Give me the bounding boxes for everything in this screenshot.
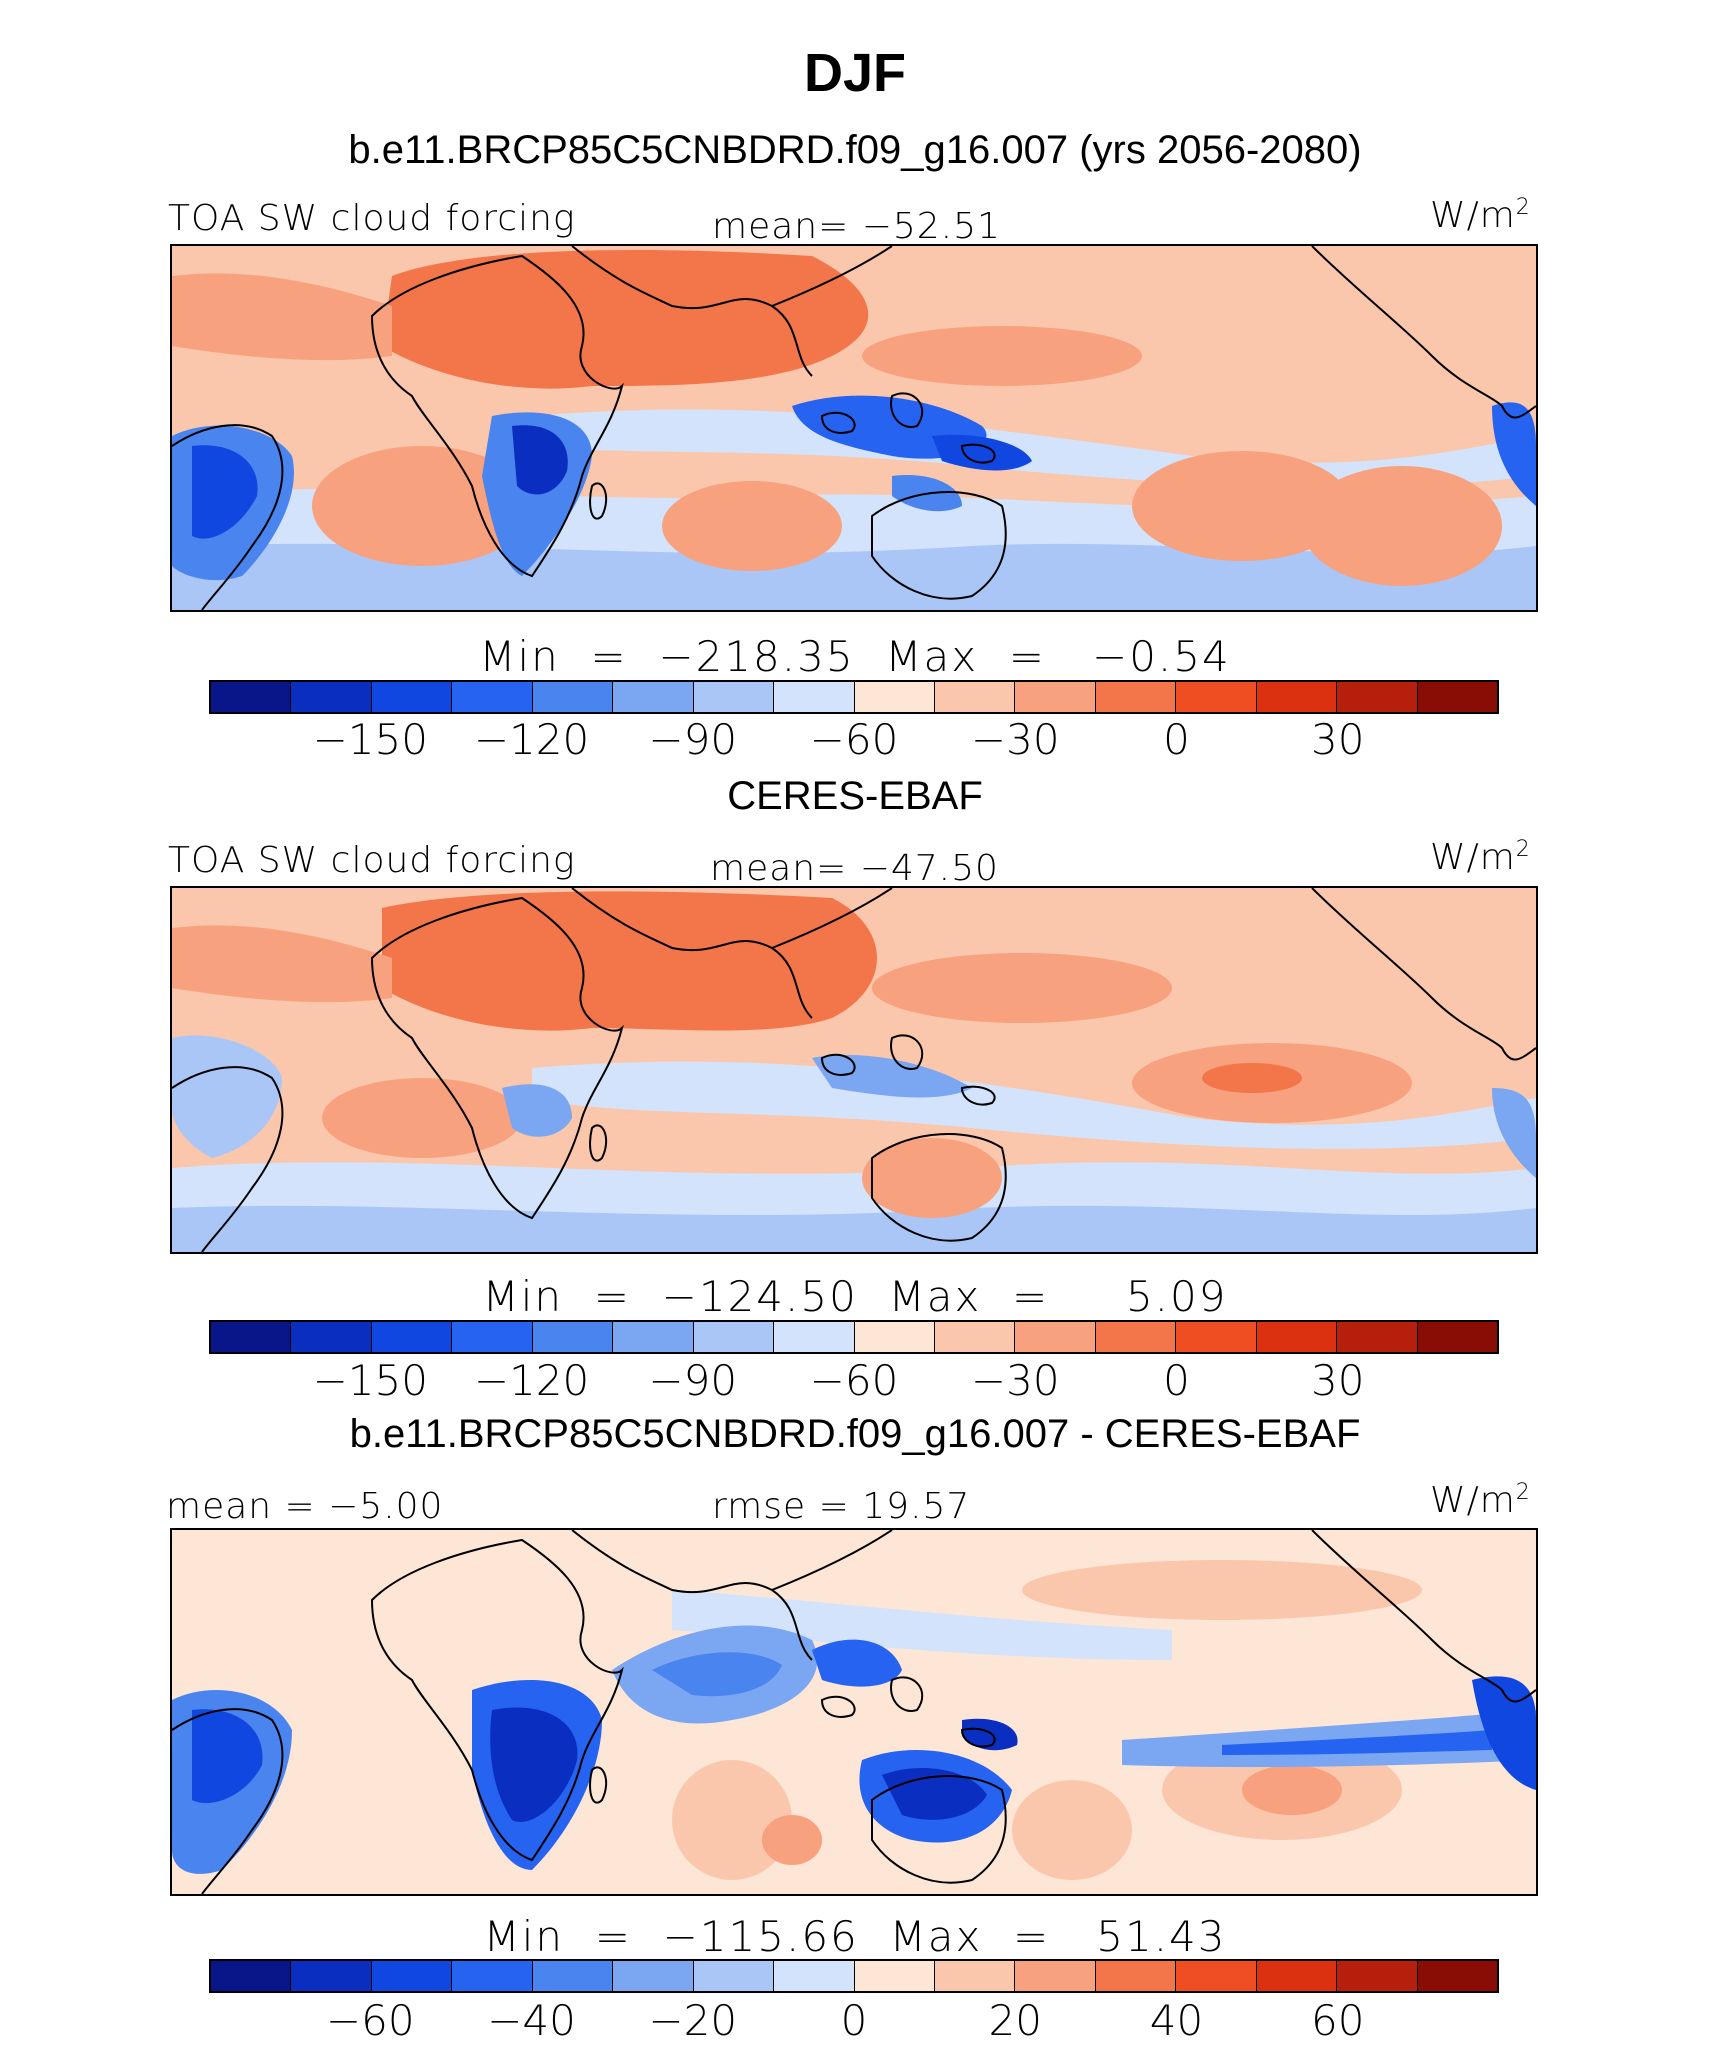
colorbar-swatch: [854, 682, 935, 712]
colorbar-swatch: [532, 1961, 614, 1991]
panel-2-units-label: W/m2: [1430, 837, 1531, 878]
colorbar-swatch: [854, 1322, 935, 1352]
colorbar-swatch: [1256, 1961, 1338, 1991]
panel-3-colorbar-ticks: −60 −40 −20 0 20 40 60: [209, 1996, 1499, 2046]
colorbar-swatch: [1417, 682, 1497, 712]
panel-1-map: [170, 244, 1538, 612]
colorbar-swatch: [371, 1322, 453, 1352]
colorbar-swatch: [613, 1961, 694, 1991]
colorbar-swatch: [291, 1322, 372, 1352]
colorbar-swatch: [693, 1961, 775, 1991]
colorbar-swatch: [774, 1322, 855, 1352]
colorbar-swatch: [1256, 1322, 1338, 1352]
colorbar-swatch: [613, 1322, 694, 1352]
panel-3-rmse-label: rmse = 19.57: [712, 1486, 971, 1527]
colorbar-swatch: [1417, 1961, 1497, 1991]
panel-1-colorbar-ticks: −150 −120 −90 −60 −30 0 30: [209, 715, 1499, 765]
panel-3-subtitle: b.e11.BRCP85C5CNBDRD.f09_g16.007 - CERES…: [349, 1412, 1361, 1456]
panel-1-variable-label: TOA SW cloud forcing: [168, 198, 576, 239]
colorbar-swatch: [1417, 1322, 1497, 1352]
colorbar-swatch: [1095, 1961, 1177, 1991]
colorbar-tick-label: 30: [1311, 1356, 1365, 1405]
colorbar-tick-label: −30: [970, 1356, 1060, 1405]
colorbar-tick-label: −60: [809, 1356, 899, 1405]
panel-2-mean-label: mean= −47.50: [710, 848, 999, 889]
colorbar-tick-label: −60: [809, 715, 899, 764]
panel-2-map: [170, 886, 1538, 1254]
colorbar-swatch: [291, 1961, 372, 1991]
panel-3-map: [170, 1528, 1538, 1896]
colorbar-tick-label: −30: [970, 715, 1060, 764]
colorbar-swatch: [452, 682, 533, 712]
colorbar-swatch: [532, 682, 614, 712]
colorbar-swatch: [211, 682, 292, 712]
colorbar-swatch: [1176, 1322, 1257, 1352]
colorbar-tick-label: −90: [648, 715, 738, 764]
panel-2-subtitle: CERES-EBAF: [727, 774, 983, 818]
colorbar-swatch: [1337, 682, 1418, 712]
colorbar-swatch: [1015, 1961, 1096, 1991]
colorbar-swatch: [291, 682, 372, 712]
colorbar-swatch: [1015, 682, 1096, 712]
colorbar-tick-label: −90: [648, 1356, 738, 1405]
colorbar-swatch: [371, 682, 453, 712]
panel-2-colorbar: [209, 1320, 1499, 1354]
panel-1-units-label: W/m2: [1430, 195, 1531, 236]
panel-1-mean-label: mean= −52.51: [712, 206, 1001, 247]
colorbar-swatch: [934, 1322, 1016, 1352]
panel-3-units-label: W/m2: [1430, 1480, 1531, 1521]
colorbar-swatch: [1176, 1961, 1257, 1991]
colorbar-swatch: [774, 1961, 855, 1991]
colorbar-swatch: [934, 1961, 1016, 1991]
colorbar-swatch: [774, 682, 855, 712]
panel-1-subtitle: b.e11.BRCP85C5CNBDRD.f09_g16.007 (yrs 20…: [348, 128, 1362, 172]
colorbar-swatch: [1095, 682, 1177, 712]
colorbar-tick-label: −150: [312, 1356, 428, 1405]
colorbar-tick-label: −120: [473, 715, 590, 764]
colorbar-tick-label: 0: [1163, 715, 1190, 764]
panel-3-min-max: Min = −115.66 Max = 51.43: [483, 1912, 1227, 1961]
colorbar-swatch: [693, 1322, 775, 1352]
colorbar-swatch: [1256, 682, 1338, 712]
colorbar-tick-label: −150: [312, 715, 428, 764]
colorbar-tick-label: 20: [988, 1996, 1042, 2045]
panel-2-colorbar-ticks: −150 −120 −90 −60 −30 0 30: [209, 1356, 1499, 1406]
colorbar-tick-label: 40: [1149, 1996, 1204, 2045]
colorbar-tick-label: −20: [648, 1996, 738, 2045]
colorbar-tick-label: 0: [1163, 1356, 1190, 1405]
colorbar-swatch: [1337, 1961, 1418, 1991]
panel-1-colorbar: [209, 680, 1499, 714]
colorbar-swatch: [854, 1961, 935, 1991]
colorbar-tick-label: −60: [325, 1996, 415, 2045]
colorbar-swatch: [1337, 1322, 1418, 1352]
panel-2-min-max: Min = −124.50 Max = 5.09: [482, 1272, 1228, 1321]
colorbar-swatch: [532, 1322, 614, 1352]
colorbar-swatch: [693, 682, 775, 712]
panel-3-mean-label: mean = −5.00: [166, 1486, 444, 1527]
colorbar-tick-label: 0: [840, 1996, 868, 2045]
colorbar-tick-label: 30: [1311, 715, 1365, 764]
colorbar-tick-label: 60: [1311, 1996, 1365, 2045]
colorbar-swatch: [613, 682, 694, 712]
colorbar-swatch: [371, 1961, 453, 1991]
colorbar-swatch: [211, 1961, 292, 1991]
colorbar-tick-label: −40: [487, 1996, 576, 2045]
colorbar-swatch: [452, 1961, 533, 1991]
panel-1-min-max: Min = −218.35 Max = −0.54: [479, 632, 1231, 681]
panel-2-variable-label: TOA SW cloud forcing: [168, 840, 576, 881]
colorbar-swatch: [1095, 1322, 1177, 1352]
colorbar-swatch: [452, 1322, 533, 1352]
colorbar-swatch: [1015, 1322, 1096, 1352]
figure-title: DJF: [803, 43, 906, 103]
colorbar-tick-label: −120: [473, 1356, 590, 1405]
colorbar-swatch: [934, 682, 1016, 712]
colorbar-swatch: [1176, 682, 1257, 712]
colorbar-swatch: [211, 1322, 292, 1352]
panel-3-colorbar: [209, 1959, 1499, 1993]
